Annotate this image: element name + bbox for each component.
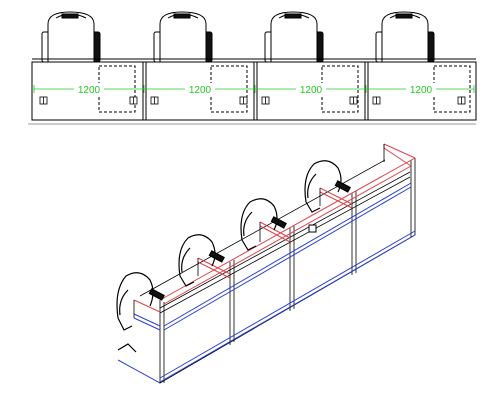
plan-desk-run: [28, 58, 477, 125]
plan-dimension-labels: 1200 1200 1200 1200: [74, 83, 436, 96]
plan-view: 1200 1200 1200 1200: [28, 11, 477, 125]
plan-dimension-line: [33, 85, 475, 93]
iso-chair-2: [178, 234, 225, 287]
plan-chair-3: [264, 11, 324, 63]
iso-chair-4: [304, 160, 351, 213]
plan-socket-symbols: [39, 96, 466, 105]
plan-chair-1: [41, 11, 101, 63]
selection-grip[interactable]: [308, 224, 317, 233]
plan-chair-2: [153, 11, 213, 63]
iso-divider-panels: [133, 144, 385, 318]
iso-panel-base-lines: [117, 182, 416, 384]
dimension-label-1: 1200: [78, 85, 101, 96]
iso-chair-3: [240, 198, 287, 251]
dimension-label-4: 1200: [410, 85, 433, 96]
dimension-label-2: 1200: [189, 85, 212, 96]
iso-desk-surface: [139, 159, 411, 314]
dimension-label-3: 1200: [300, 85, 323, 96]
iso-chair-1: [116, 272, 165, 353]
